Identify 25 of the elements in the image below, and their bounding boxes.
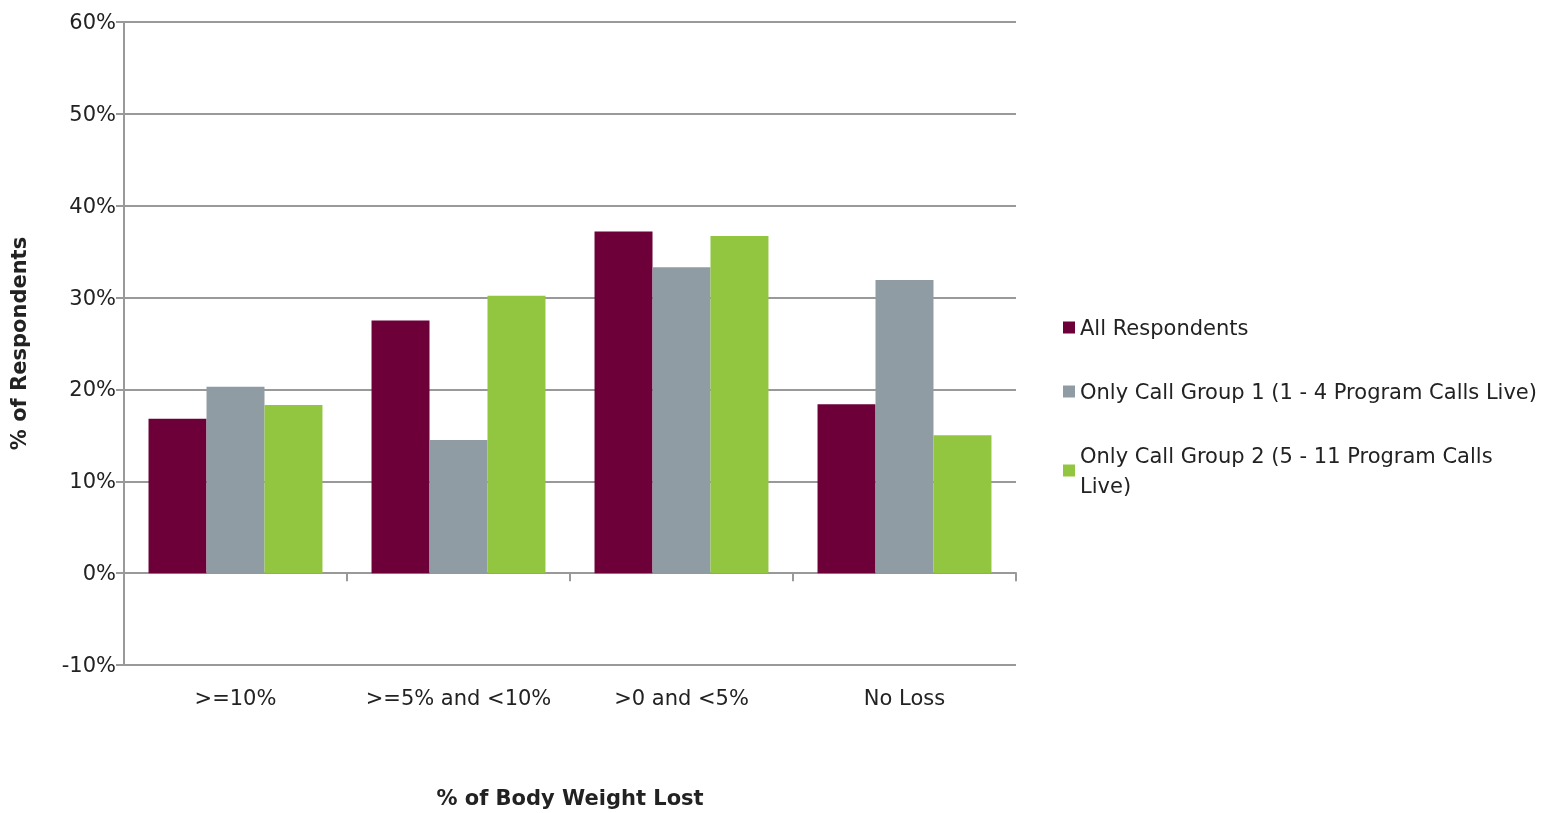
y-tick-label: 60% <box>69 10 116 34</box>
x-tick-label: >0 and <5% <box>614 685 749 710</box>
bar <box>371 320 430 574</box>
x-tick-label: No Loss <box>863 685 946 710</box>
y-tick-label: 0% <box>82 561 116 586</box>
x-axis-title: % of Body Weight Lost <box>436 785 704 810</box>
bar <box>148 418 207 574</box>
y-axis-title: % of Respondents <box>6 236 31 451</box>
bar <box>710 236 769 574</box>
legend-label: All Respondents <box>1080 315 1249 340</box>
x-tick-label: >=10% <box>194 685 277 710</box>
bar <box>487 295 546 574</box>
bar <box>594 231 653 574</box>
legend-label: Only Call Group 1 (1 - 4 Program Calls Live) <box>1080 379 1537 404</box>
bar <box>264 405 323 574</box>
y-tick-label: 40% <box>69 193 116 218</box>
y-tick-label: 20% <box>69 377 116 402</box>
y-tick-label: -10% <box>61 653 116 677</box>
x-tick-label: >=5% and <10% <box>365 685 552 710</box>
y-tick-label: 10% <box>69 469 116 494</box>
legend-label: Only Call Group 2 (5 - 11 Program Calls Live) <box>1080 443 1500 498</box>
bar <box>933 435 992 574</box>
bar <box>817 404 876 574</box>
y-tick-label: 50% <box>69 101 116 126</box>
y-tick-label: 30% <box>69 285 116 310</box>
